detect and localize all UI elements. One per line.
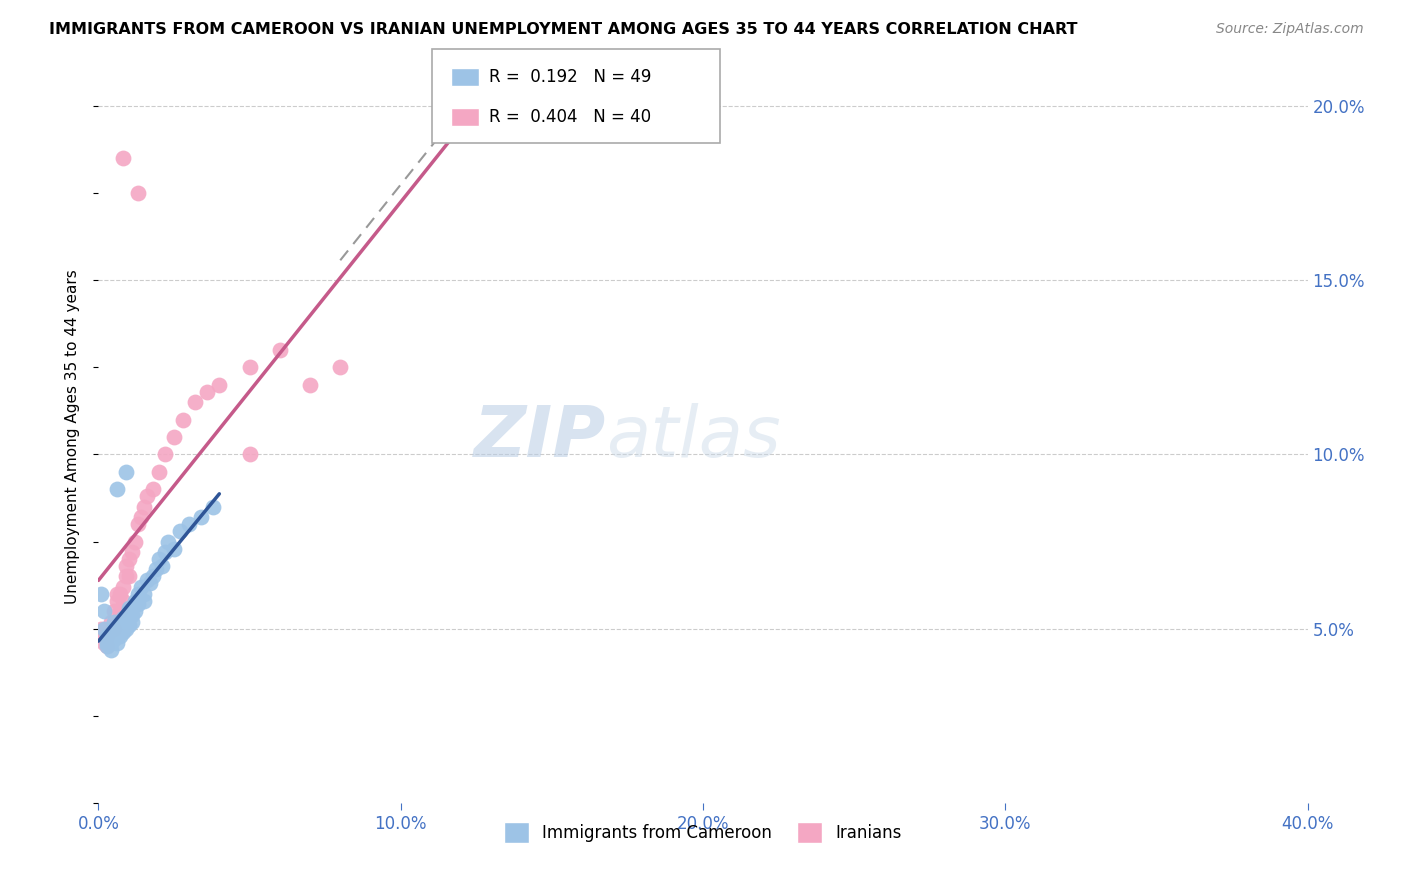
Point [132, 500, 155, 514]
Point [118, 618, 141, 632]
Point [239, 360, 262, 375]
Point [239, 448, 262, 462]
Point [184, 395, 207, 409]
Point [111, 580, 134, 594]
Point [108, 587, 131, 601]
Text: ZIP: ZIP [474, 402, 606, 472]
Point [121, 615, 143, 629]
Point [127, 517, 149, 532]
Point [127, 186, 149, 201]
Point [127, 587, 149, 601]
Point [96, 629, 118, 643]
Point [156, 534, 179, 549]
Point [329, 360, 352, 375]
Point [105, 622, 128, 636]
Point [105, 587, 128, 601]
Point [114, 465, 136, 479]
Text: R =  0.404   N = 40: R = 0.404 N = 40 [489, 108, 651, 126]
Text: R =  0.192   N = 49: R = 0.192 N = 49 [489, 69, 651, 87]
Point [129, 580, 152, 594]
Point [148, 552, 170, 566]
Point [105, 483, 128, 497]
Point [124, 534, 146, 549]
Point [153, 545, 176, 559]
Point [105, 594, 128, 608]
Point [150, 558, 173, 573]
Text: atlas: atlas [606, 402, 780, 472]
Point [132, 587, 155, 601]
Point [121, 607, 143, 622]
Point [179, 517, 201, 532]
Point [145, 562, 167, 576]
Point [124, 594, 146, 608]
Point [124, 604, 146, 618]
Point [103, 622, 125, 636]
Point [163, 541, 186, 556]
Point [114, 622, 136, 636]
Point [111, 611, 134, 625]
Point [100, 622, 122, 636]
Point [172, 412, 194, 426]
Point [100, 642, 122, 657]
Point [111, 152, 134, 166]
Point [190, 510, 212, 524]
Point [118, 600, 141, 615]
Point [103, 615, 125, 629]
Point [114, 558, 136, 573]
Point [299, 377, 322, 392]
Point [96, 639, 118, 653]
Point [100, 635, 122, 649]
Point [108, 615, 131, 629]
Point [96, 629, 118, 643]
Point [100, 615, 122, 629]
Point [135, 573, 157, 587]
Point [114, 569, 136, 583]
Point [93, 629, 115, 643]
Point [118, 569, 141, 583]
Point [93, 604, 115, 618]
Point [111, 625, 134, 640]
Y-axis label: Unemployment Among Ages 35 to 44 years: Unemployment Among Ages 35 to 44 years [65, 269, 80, 605]
Point [103, 622, 125, 636]
Point [105, 629, 128, 643]
Point [111, 594, 134, 608]
Point [169, 524, 191, 538]
Point [135, 489, 157, 503]
Point [269, 343, 291, 357]
Point [153, 448, 176, 462]
Point [148, 465, 170, 479]
Point [96, 635, 118, 649]
Point [129, 510, 152, 524]
Point [90, 587, 112, 601]
Point [93, 622, 115, 636]
Point [163, 430, 186, 444]
Point [105, 635, 128, 649]
Point [93, 635, 115, 649]
Point [121, 545, 143, 559]
Point [103, 632, 125, 646]
Point [195, 384, 218, 399]
Point [127, 597, 149, 611]
Point [108, 604, 131, 618]
Point [142, 569, 165, 583]
Point [142, 483, 165, 497]
Point [132, 594, 155, 608]
Point [96, 639, 118, 653]
Point [103, 604, 125, 618]
Text: Source: ZipAtlas.com: Source: ZipAtlas.com [1216, 22, 1364, 37]
Point [111, 618, 134, 632]
Point [108, 622, 131, 636]
Point [202, 500, 225, 514]
Point [118, 604, 141, 618]
Point [139, 576, 162, 591]
Point [90, 622, 112, 636]
Point [118, 552, 141, 566]
Point [108, 629, 131, 643]
Text: IMMIGRANTS FROM CAMEROON VS IRANIAN UNEMPLOYMENT AMONG AGES 35 TO 44 YEARS CORRE: IMMIGRANTS FROM CAMEROON VS IRANIAN UNEM… [49, 22, 1078, 37]
Point [208, 377, 231, 392]
Legend: Immigrants from Cameroon, Iranians: Immigrants from Cameroon, Iranians [498, 815, 908, 849]
Point [114, 615, 136, 629]
